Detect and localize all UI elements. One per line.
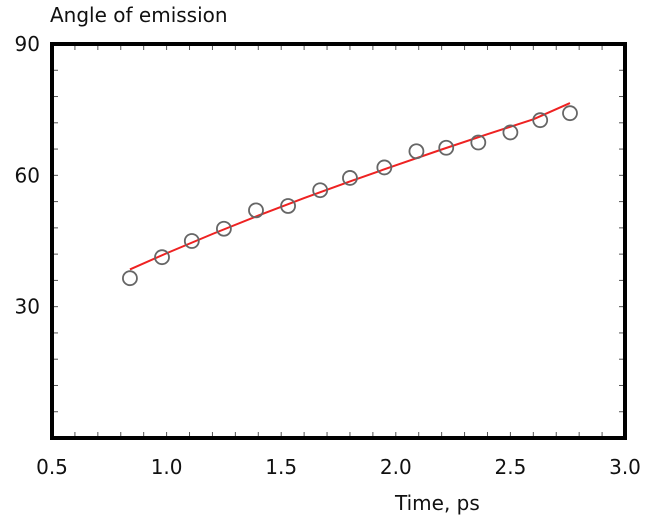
data-point — [562, 105, 578, 122]
plot-series — [122, 102, 578, 287]
data-point — [312, 182, 329, 199]
data-point — [122, 270, 138, 287]
data-point — [248, 202, 264, 219]
data-point — [376, 159, 393, 176]
x-tick-label: 1.5 — [265, 455, 297, 479]
x-tick-label: 0.5 — [36, 455, 68, 479]
data-point — [154, 249, 170, 266]
x-tick-label: 2.0 — [380, 455, 412, 479]
x-axis-ticks: 0.5 1.0 1.5 2.0 2.5 3.0 — [36, 455, 641, 479]
x-tick-label: 1.0 — [151, 455, 183, 479]
y-axis-label: Angle of emission — [50, 3, 228, 27]
data-point — [438, 139, 455, 156]
data-point — [280, 198, 296, 214]
data-point — [342, 170, 358, 186]
data-point — [470, 134, 487, 151]
x-axis-label: Time, ps — [394, 491, 480, 515]
data-point — [215, 220, 232, 237]
data-point — [502, 124, 519, 141]
minor-ticks — [52, 44, 625, 438]
x-tick-label: 3.0 — [609, 455, 641, 479]
plot-frame — [50, 42, 627, 440]
data-point — [532, 112, 549, 129]
y-tick-label: 90 — [15, 32, 40, 56]
y-tick-label: 60 — [15, 163, 40, 187]
data-point — [408, 143, 425, 160]
fit-curve — [129, 102, 571, 271]
data-point — [183, 233, 200, 249]
y-tick-label: 30 — [15, 295, 40, 319]
x-tick-label: 2.5 — [494, 455, 526, 479]
y-axis-ticks: 30 60 90 — [15, 32, 40, 319]
